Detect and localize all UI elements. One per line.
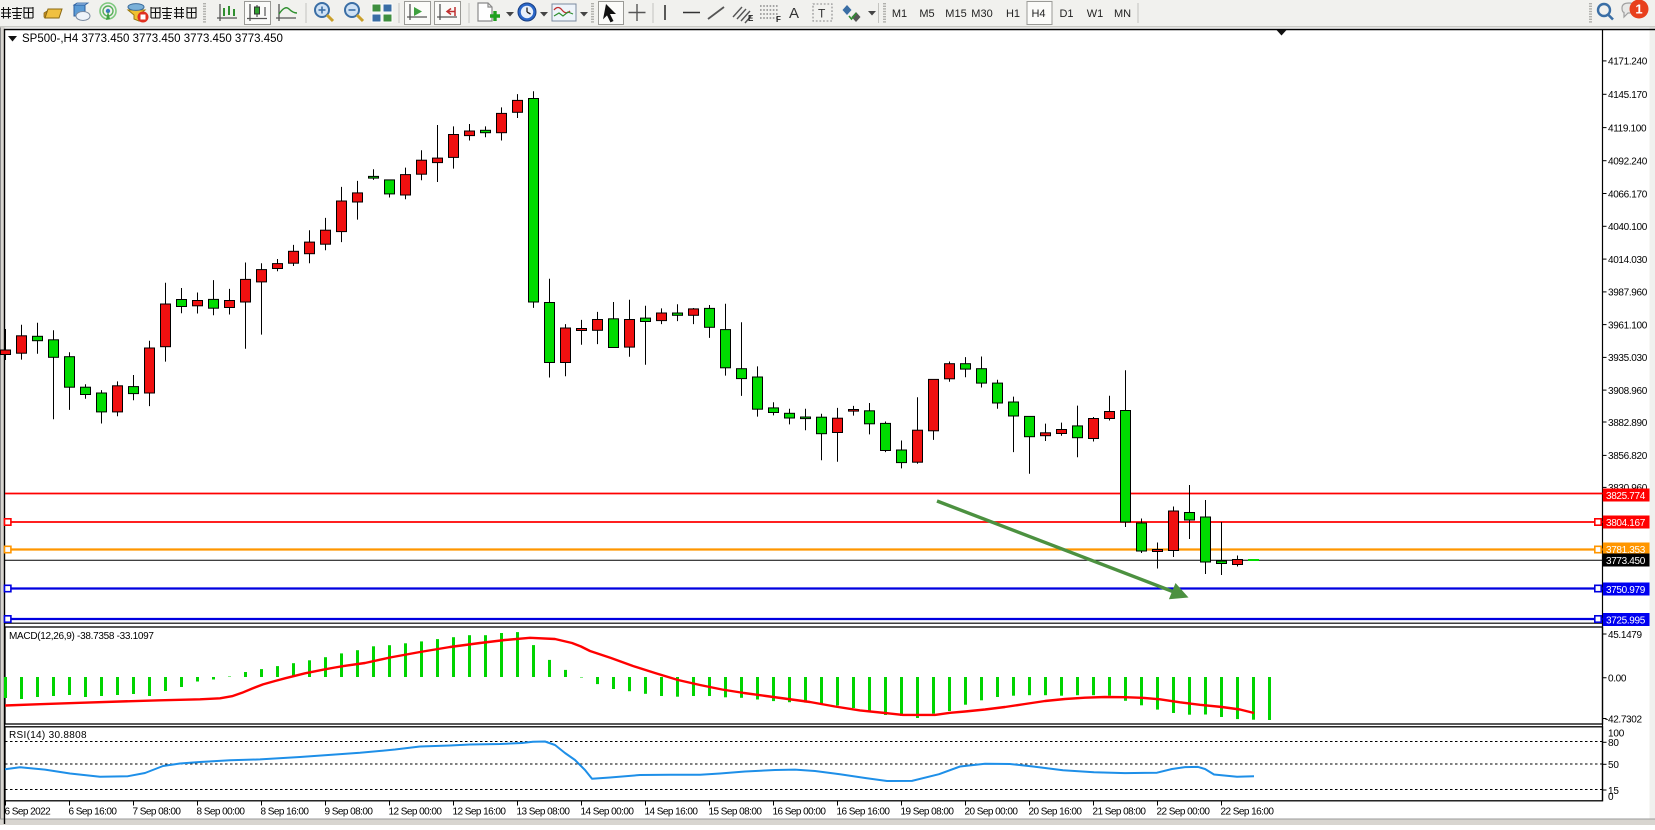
svg-text:H1: H1 <box>1006 8 1020 20</box>
svg-text:21 Sep 08:00: 21 Sep 08:00 <box>1093 807 1147 818</box>
svg-text:4092.240: 4092.240 <box>1608 157 1648 168</box>
svg-text:4119.100: 4119.100 <box>1608 123 1647 134</box>
svg-text:3987.960: 3987.960 <box>1608 288 1648 299</box>
svg-text:RSI(14) 30.8808: RSI(14) 30.8808 <box>9 730 87 741</box>
svg-text:4145.170: 4145.170 <box>1608 90 1648 101</box>
svg-text:M30: M30 <box>971 8 992 20</box>
svg-text:20 Sep 00:00: 20 Sep 00:00 <box>965 807 1019 818</box>
svg-text:D1: D1 <box>1059 8 1073 20</box>
svg-text:6 Sep 2022: 6 Sep 2022 <box>5 807 52 818</box>
svg-text:SP500-,H4 3773.450 3773.450 3: SP500-,H4 3773.450 3773.450 3773.450 377… <box>22 33 283 45</box>
svg-text:3935.030: 3935.030 <box>1608 353 1648 364</box>
svg-text:MN: MN <box>1114 8 1131 20</box>
svg-text:3882.890: 3882.890 <box>1608 418 1648 429</box>
svg-text:12 Sep 00:00: 12 Sep 00:00 <box>389 807 443 818</box>
svg-text:4171.240: 4171.240 <box>1608 57 1648 68</box>
svg-text:16 Sep 16:00: 16 Sep 16:00 <box>837 807 891 818</box>
svg-text:-42.7302: -42.7302 <box>1605 714 1642 725</box>
svg-text:13 Sep 08:00: 13 Sep 08:00 <box>517 807 571 818</box>
svg-text:3825.774: 3825.774 <box>1606 491 1646 502</box>
svg-text:14 Sep 00:00: 14 Sep 00:00 <box>581 807 635 818</box>
svg-text:50: 50 <box>1608 760 1619 771</box>
svg-text:M1: M1 <box>892 8 907 20</box>
svg-text:W1: W1 <box>1087 8 1104 20</box>
svg-text:MACD(12,26,9) -38.7358 -33.109: MACD(12,26,9) -38.7358 -33.1097 <box>9 631 154 642</box>
svg-text:15 Sep 08:00: 15 Sep 08:00 <box>709 807 763 818</box>
svg-text:3961.100: 3961.100 <box>1608 320 1648 331</box>
svg-text:3908.960: 3908.960 <box>1608 386 1648 397</box>
svg-text:M5: M5 <box>919 8 934 20</box>
svg-text:8 Sep 00:00: 8 Sep 00:00 <box>197 807 246 818</box>
svg-text:F: F <box>776 15 781 24</box>
svg-text:M15: M15 <box>945 8 966 20</box>
svg-text:T: T <box>818 7 826 21</box>
svg-text:E: E <box>748 14 754 23</box>
svg-text:4014.030: 4014.030 <box>1608 255 1648 266</box>
svg-text:0.00: 0.00 <box>1608 673 1627 684</box>
svg-text:A: A <box>789 5 799 22</box>
svg-text:3773.450: 3773.450 <box>1606 556 1646 567</box>
svg-text:19 Sep 08:00: 19 Sep 08:00 <box>901 807 955 818</box>
svg-text:4066.170: 4066.170 <box>1608 189 1648 200</box>
svg-text:8 Sep 16:00: 8 Sep 16:00 <box>261 807 310 818</box>
svg-text:16 Sep 00:00: 16 Sep 00:00 <box>773 807 827 818</box>
svg-text:3804.167: 3804.167 <box>1606 518 1646 529</box>
svg-text:3856.820: 3856.820 <box>1608 451 1648 462</box>
svg-text:45.1479: 45.1479 <box>1608 630 1642 641</box>
svg-text:20 Sep 16:00: 20 Sep 16:00 <box>1029 807 1083 818</box>
svg-text:0: 0 <box>1608 792 1614 803</box>
svg-text:3750.979: 3750.979 <box>1606 585 1646 596</box>
svg-text:12 Sep 16:00: 12 Sep 16:00 <box>453 807 507 818</box>
svg-text:H4: H4 <box>1031 8 1045 20</box>
svg-text:9 Sep 08:00: 9 Sep 08:00 <box>325 807 374 818</box>
svg-text:4040.100: 4040.100 <box>1608 222 1648 233</box>
svg-text:22 Sep 16:00: 22 Sep 16:00 <box>1221 807 1275 818</box>
svg-text:14 Sep 16:00: 14 Sep 16:00 <box>645 807 699 818</box>
svg-text:3725.995: 3725.995 <box>1606 615 1646 626</box>
svg-text:22 Sep 00:00: 22 Sep 00:00 <box>1157 807 1211 818</box>
svg-text:80: 80 <box>1608 738 1619 749</box>
svg-text:7 Sep 08:00: 7 Sep 08:00 <box>133 807 182 818</box>
svg-text:1: 1 <box>1635 2 1642 17</box>
svg-text:6 Sep 16:00: 6 Sep 16:00 <box>69 807 118 818</box>
